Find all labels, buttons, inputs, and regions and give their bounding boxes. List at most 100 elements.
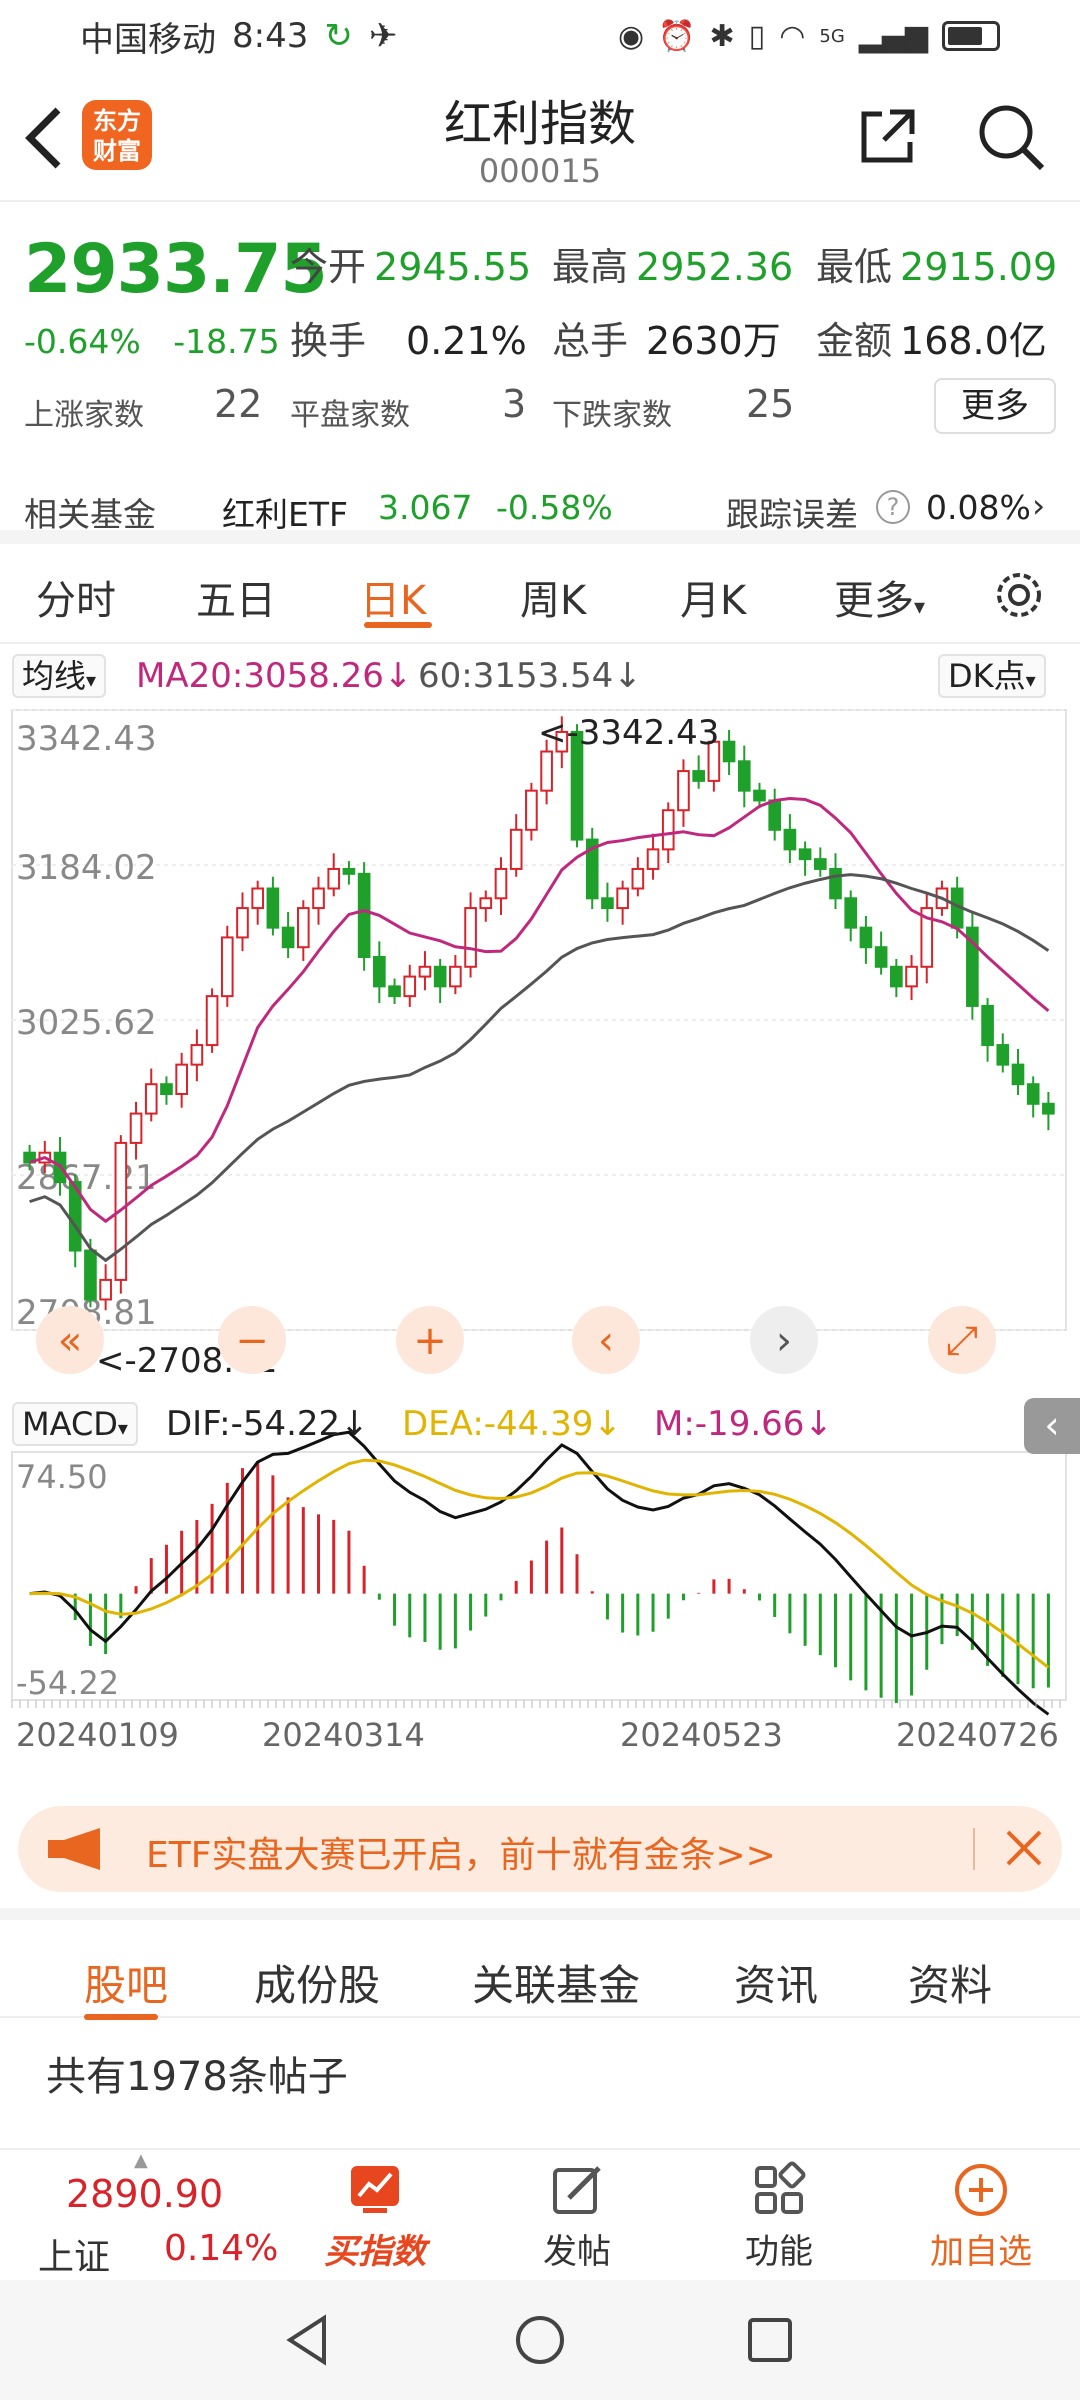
nav-recents-icon[interactable] [738,2308,802,2372]
caret-down-icon: ▾ [914,595,926,620]
collapse-panel-button[interactable]: ‹ [1024,1398,1080,1454]
more-button[interactable]: 更多 [934,378,1056,434]
buy-index-button[interactable]: 买指数 [310,2160,440,2280]
functions-button[interactable]: 功能 [714,2160,844,2280]
signal-type: 5G [819,25,845,47]
ma60-text: 60:3153.54 [418,656,614,696]
candle-body [829,867,842,900]
candle-body [129,1112,143,1144]
chart-period-tabs: 分时 五日 日K 周K 月K 更多▾ [0,548,1080,644]
close-icon[interactable] [998,1822,1050,1874]
tab-news[interactable]: 资讯 [734,1961,819,2010]
tab-daily-k[interactable]: 日K [360,578,427,624]
ma-indicator-row: 均线▾ MA20:3058.26↓ 60:3153.54↓ DK点▾ [0,650,1080,700]
zoom-in-icon[interactable]: + [413,1318,447,1364]
vibrate-icon: ▯ [748,18,766,54]
open-label: 今开 [290,245,367,289]
tab-more[interactable]: 更多▾ [834,568,925,626]
related-fund-row[interactable]: 相关基金 红利ETF 3.067 -0.58% 跟踪误差 ? 0.08% › [0,472,1080,552]
tab-profile[interactable]: 资料 [908,1961,993,2010]
promo-banner[interactable]: ETF实盘大赛已开启，前十就有金条>> [18,1806,1062,1892]
candle-body [160,1083,173,1095]
dea-value: DEA:-44.39↓ [402,1404,622,1444]
step-left-icon-bg [572,1306,640,1374]
dk-point-selector[interactable]: DK点▾ [938,654,1046,698]
fullscreen-icon[interactable]: ⤢ [946,1318,978,1364]
down-count: 25 [746,382,795,426]
scroll-left-icon[interactable]: « [58,1318,82,1364]
m-value: M:-19.66↓ [654,1404,833,1444]
gear-icon[interactable] [990,566,1048,624]
ma-selector[interactable]: 均线▾ [12,654,107,698]
candle-body [357,872,371,959]
nav-home-icon[interactable] [508,2308,572,2372]
x-tick-label: 20240726 [896,1716,1059,1754]
candle-body [99,1278,112,1301]
tracking-error-label: 跟踪误差 [726,495,858,534]
candle-body [236,907,249,939]
candle-body [844,897,858,929]
candle-body [449,965,462,988]
tab-monthly-k[interactable]: 月K [680,578,747,624]
amount-label: 金额 [816,319,893,363]
back-button[interactable] [20,100,80,180]
nav-back-icon[interactable] [276,2308,340,2372]
sse-index-value: 2890.90 [66,2172,224,2216]
ma20-line [29,796,1050,1224]
candle-body [433,965,447,988]
search-icon[interactable] [976,102,1046,172]
promo-text: ETF实盘大赛已开启，前十就有金条>> [146,1835,776,1876]
tab-weekly-k[interactable]: 周K [520,578,587,624]
alarm-icon: ⏰ [658,18,696,54]
new-post-button[interactable]: 发帖 [512,2160,642,2280]
tab-five-day[interactable]: 五日 [196,578,276,624]
fund-name: 红利ETF [222,495,348,534]
volume-field: 总手 2630万 [552,310,781,365]
post-count: 共有1978条帖子 [46,2054,348,2100]
add-watchlist-button[interactable]: 加自选 [916,2160,1046,2280]
step-left-icon[interactable]: ‹ [598,1318,614,1364]
share-icon[interactable] [856,104,920,168]
page-header: 东方 财富 红利指数 000015 [0,72,1080,202]
signal-icon: ▂▄▆ [858,18,928,54]
candle-body [874,946,888,968]
kline-chart[interactable]: 3342.433184.023025.622867.212708.81<-334… [0,700,1080,1780]
amount-value: 168.0亿 [900,319,1047,363]
y-tick-label: 3342.43 [16,719,157,759]
change-percent: -0.64% [24,322,141,361]
candle-body [1042,1102,1055,1115]
fullscreen-icon-bg [928,1306,996,1374]
candle-body [84,1249,97,1301]
tab-constituents[interactable]: 成份股 [254,1961,381,2010]
candle-body [646,848,660,870]
arrow-down-icon: ↓ [340,1404,369,1444]
turnover-value: 0.21% [406,319,527,363]
open-field: 今开 2945.55 [290,236,531,291]
tab-forum[interactable]: 股吧 [84,1961,169,2010]
new-post-label: 发帖 [543,2232,611,2272]
arrow-down-icon: ↓ [593,1404,622,1444]
turnover-label: 换手 [290,319,367,363]
tab-intraday[interactable]: 分时 [36,578,116,624]
zoom-out-icon[interactable]: − [235,1318,269,1364]
m-text: M:-19.66 [654,1404,805,1444]
help-icon[interactable]: ? [876,490,910,524]
caret-down-icon: ▾ [1025,668,1036,692]
banner-divider [973,1828,975,1870]
clock: 8:43 [232,16,309,56]
tab-related-funds[interactable]: 关联基金 [472,1961,641,2010]
fund-change: -0.58% [496,488,613,527]
volume-value: 2630万 [646,319,781,363]
candle-body [722,740,736,763]
candle-body [966,926,979,1007]
candle-body [540,750,553,792]
step-right-icon[interactable]: › [776,1318,792,1364]
step-right-icon-bg [750,1306,818,1374]
arrow-down-icon: ↓ [804,1404,833,1444]
macd-selector[interactable]: MACD▾ [12,1402,138,1446]
candle-body [418,965,432,978]
candle-body [494,867,508,900]
trend-chart-icon [351,2166,399,2213]
bottom-action-bar: ▲ 2890.90 上证 0.14% 买指数 发帖 功能 [0,2148,1080,2278]
sse-index-change: 0.14% [164,2228,279,2269]
